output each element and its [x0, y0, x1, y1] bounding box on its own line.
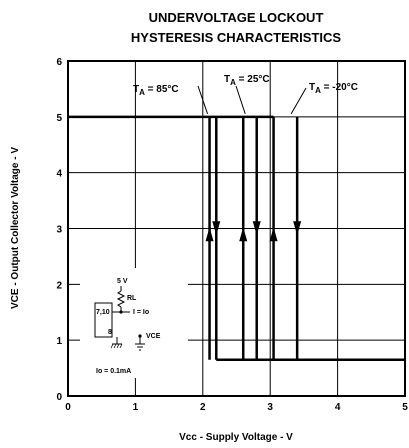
y-tick-label-6: 6: [56, 57, 62, 68]
y-tick-labels: 0 1 2 3 4 5 6: [56, 57, 62, 403]
x-tick-label-2: 2: [200, 402, 206, 413]
inset-pins-top-label: 7,10: [96, 309, 110, 316]
series-0-label: TA = 85°C: [133, 84, 179, 97]
x-tick-label-1: 1: [133, 402, 139, 413]
x-tick-label-5: 5: [402, 402, 408, 413]
y-tick-label-4: 4: [56, 169, 62, 180]
series-1-pointer: [236, 86, 245, 114]
y-tick-label-3: 3: [56, 225, 62, 236]
inset-supply-label: 5 V: [117, 278, 128, 285]
y-tick-label-0: 0: [56, 392, 62, 403]
series-2-label: TA = -20°C: [309, 82, 358, 95]
series-1-arrow-up: [239, 227, 247, 241]
x-tick-label-4: 4: [335, 402, 341, 413]
inset-background: [80, 268, 188, 378]
series-labels: TA = 85°C TA = 25°C TA = -20°C: [133, 74, 358, 114]
inset-pin-bottom-label: 8: [108, 329, 112, 336]
x-tick-labels: 0 1 2 3 4 5: [65, 402, 408, 413]
y-axis-label: VCE - Output Collector Voltage - V: [10, 147, 21, 309]
series-1-label: TA = 25°C: [224, 74, 270, 87]
x-tick-label-0: 0: [65, 402, 71, 413]
inset-resistor-label: RL: [127, 295, 137, 302]
chart-title-line2: HYSTERESIS CHARACTERISTICS: [131, 30, 342, 45]
x-axis-label: Vcc - Supply Voltage - V: [179, 432, 293, 443]
y-tick-label-5: 5: [56, 113, 62, 124]
chart-title-line1: UNDERVOLTAGE LOCKOUT: [149, 10, 324, 25]
y-tick-label-2: 2: [56, 280, 62, 291]
inset-vce-label: VCE: [146, 333, 161, 340]
x-tick-label-3: 3: [267, 402, 273, 413]
inset-condition-label: Io = 0.1mA: [96, 368, 131, 375]
y-tick-label-1: 1: [56, 336, 62, 347]
test-circuit-inset: 5 V RL I = Io 7,10 8 VCE Io = 0.1mA: [80, 268, 188, 378]
series-0-arrow-up: [206, 227, 214, 241]
series-2-arrow-up: [270, 227, 278, 241]
inset-current-label: I = Io: [133, 309, 149, 316]
series-2-pointer: [291, 88, 306, 114]
